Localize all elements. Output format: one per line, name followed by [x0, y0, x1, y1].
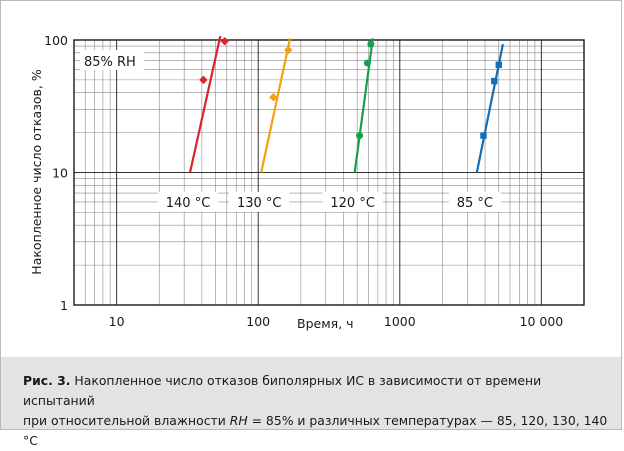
- data-point-series-4-1: [480, 132, 487, 139]
- series-label-background-2: [229, 191, 290, 212]
- series-label-1: 140 °C: [166, 196, 211, 211]
- data-point-series-3-1: [356, 132, 364, 140]
- major-grid: [74, 40, 584, 305]
- x-axis-label-background: [288, 314, 360, 332]
- x-tick-label-1: 10: [109, 314, 125, 329]
- series-label-3: 120 °C: [330, 196, 375, 211]
- y-tick-label-3: 100: [44, 33, 68, 48]
- data-point-series-1-2: [220, 36, 229, 46]
- y-axis-label: Накопленное число отказов, %: [29, 69, 44, 275]
- caption-text-2a: при относительной влажности: [23, 413, 230, 428]
- data-point-series-2-1: [269, 93, 278, 102]
- data-markers: [199, 36, 502, 140]
- y-tick-labels: 1 10 100: [44, 33, 68, 313]
- x-tick-label-3: 1000: [384, 314, 416, 329]
- rh-annotation: 85% RH: [84, 55, 136, 70]
- data-point-series-2-2: [284, 45, 293, 55]
- series-label-background-4: [448, 191, 501, 212]
- series-label-2: 130 °C: [237, 196, 282, 211]
- caption-text-1: Накопленное число отказов биполярных ИС …: [23, 373, 542, 408]
- series-label-4: 85 °C: [457, 196, 493, 211]
- x-axis-label: Время, ч: [297, 316, 353, 331]
- figure-frame: [0, 0, 622, 430]
- data-point-series-3-2: [363, 59, 371, 67]
- figure-caption: Рис. 3. Накопленное число отказов биполя…: [1, 357, 621, 448]
- data-point-series-1-1: [199, 75, 208, 85]
- data-point-series-3-3: [367, 40, 375, 48]
- chart: 140 °C 130 °C 120 °C 85 °C 10 100 1000 10 000 …: [29, 33, 585, 332]
- y-tick-label-2: 10: [52, 166, 68, 181]
- fit-line-series-2: [260, 38, 292, 173]
- series-label-background-1: [157, 191, 219, 212]
- fit-lines: [188, 35, 504, 173]
- x-tick-label-4: 10 000: [520, 314, 564, 329]
- caption-line-1: Рис. 3. Накопленное число отказов биполя…: [23, 371, 611, 411]
- fit-line-series-1: [188, 35, 222, 173]
- data-point-series-4-3: [495, 61, 502, 68]
- series-label-background-3: [322, 191, 383, 212]
- data-point-series-4-2: [491, 77, 498, 85]
- y-tick-label-1: 1: [60, 298, 68, 313]
- series-labels: 140 °C 130 °C 120 °C 85 °C: [157, 191, 501, 212]
- plot-border: [73, 39, 585, 306]
- x-tick-label-2: 100: [246, 314, 270, 329]
- x-tick-labels: 10 100 1000 10 000: [109, 314, 564, 329]
- annotation-background: [80, 50, 144, 70]
- caption-line-2: при относительной влажности RH = 85% и р…: [23, 411, 611, 451]
- caption-label: Рис. 3.: [23, 373, 71, 388]
- caption-variable: RH: [229, 413, 248, 428]
